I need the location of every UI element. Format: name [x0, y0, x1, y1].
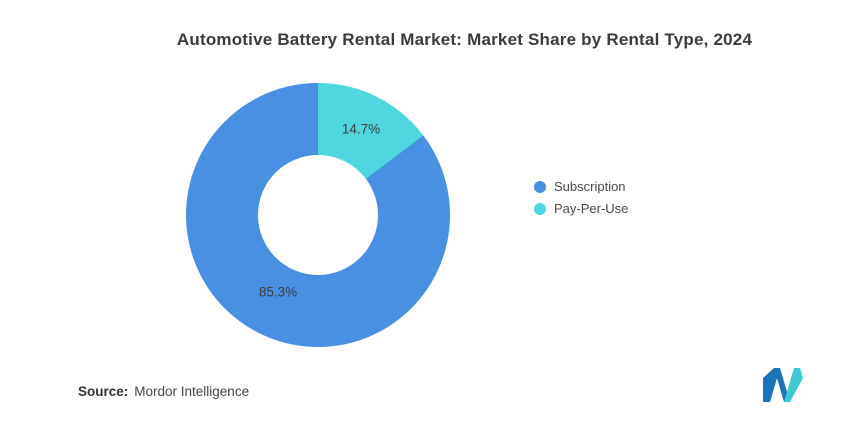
legend-dot-subscription — [534, 180, 546, 193]
source-value: Mordor Intelligence — [134, 384, 250, 399]
legend-item-subscription: Subscription — [534, 179, 628, 194]
mordor-intelligence-logo — [763, 368, 803, 402]
logo-stroke-blue-2 — [774, 368, 790, 402]
slice-label-subscription: 85.3% — [258, 284, 298, 300]
legend-label-pay-per-use: Pay-Per-Use — [554, 201, 629, 216]
chart-title: Automotive Battery Rental Market: Market… — [176, 30, 753, 49]
donut-chart: 85.3% 14.7% — [186, 83, 450, 347]
legend-dot-pay-per-use — [534, 202, 546, 215]
legend: Subscription Pay-Per-Use — [534, 179, 628, 216]
logo-stroke-blue-1 — [763, 368, 780, 402]
donut-hole — [258, 155, 378, 275]
slice-label-pay-per-use: 14.7% — [341, 121, 381, 137]
legend-label-subscription: Subscription — [554, 179, 626, 194]
logo-stroke-teal — [784, 368, 803, 402]
legend-item-pay-per-use: Pay-Per-Use — [534, 201, 628, 216]
source-label: Source: — [78, 384, 129, 399]
source-attribution: Source: Mordor Intelligence — [78, 384, 249, 399]
